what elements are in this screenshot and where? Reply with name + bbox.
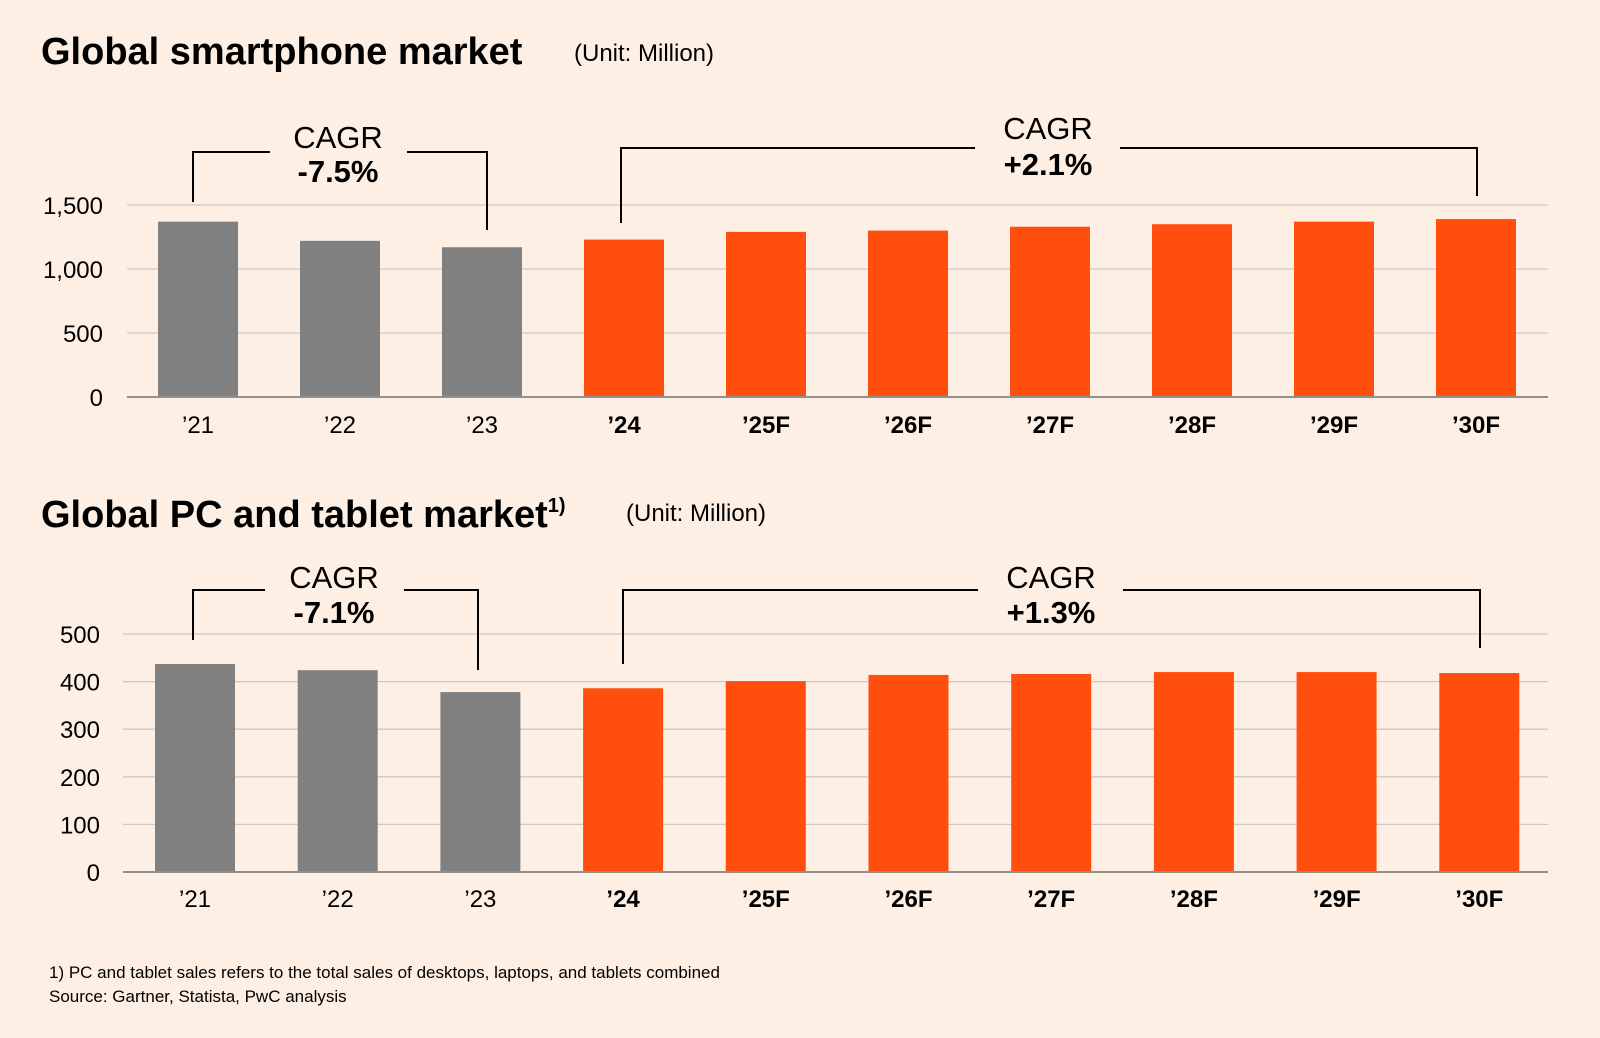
chart1-bar — [158, 221, 238, 397]
chart1-cagr-bracket — [620, 147, 975, 223]
chart1-cagr-value: +2.1% — [1004, 147, 1093, 182]
chart2-x-category-label: ’27F — [1027, 886, 1075, 913]
chart1-bar — [1010, 226, 1090, 397]
chart1-y-tick-label: 1,000 — [43, 257, 103, 284]
chart1-cagr-label: CAGR — [293, 120, 383, 155]
chart1-bar — [442, 247, 522, 397]
chart1-x-category-label: ’25F — [742, 412, 790, 439]
chart1-y-tick-label: 500 — [63, 321, 103, 348]
chart1-x-category-label: ’23 — [466, 412, 498, 439]
chart1-x-category-label: ’30F — [1452, 412, 1500, 439]
chart1-bar — [584, 239, 664, 397]
chart2-plot-area: 0 100 200 300 400 500 ’21 ’22 ’23 ’24 ’25F ’26F ’27F… — [60, 560, 1548, 913]
chart2-cagr-bracket — [1123, 589, 1481, 648]
chart2-bar — [1439, 673, 1520, 872]
chart2-y-tick-label: 400 — [60, 670, 100, 697]
chart2-cagr-value: -7.1% — [294, 595, 375, 630]
source-text: Source: Gartner, Statista, PwC analysis — [49, 987, 347, 1006]
chart2-x-category-label: ’28F — [1170, 886, 1218, 913]
chart2-title-text: Global PC and tablet market — [41, 494, 548, 536]
chart1-y-tick-label: 0 — [90, 385, 103, 412]
chart1-cagr-label: CAGR — [1003, 111, 1093, 146]
chart1-bar — [1152, 224, 1232, 397]
chart2-cagr-label: CAGR — [289, 560, 379, 595]
chart2-cagr-bracket — [404, 589, 479, 670]
chart1-x-category-label: ’27F — [1026, 412, 1074, 439]
chart1-cagr-bracket — [407, 151, 488, 230]
chart1-bar — [1436, 219, 1516, 397]
chart2-cagr-bracket — [192, 589, 265, 640]
chart2-y-tick-label: 500 — [60, 622, 100, 649]
chart1-plot-area: 0 500 1,000 1,500 ’21 ’22 ’23 ’24 ’25F ’26F ’27F ’2… — [43, 111, 1548, 439]
chart2-x-category-label: ’24 — [606, 886, 640, 913]
chart2-bar — [725, 681, 806, 872]
chart1-y-tick-label: 1,500 — [43, 193, 103, 220]
chart1-cagr-bracket — [1120, 147, 1478, 196]
chart2-title-superscript: 1) — [548, 495, 566, 517]
chart2-bar — [155, 663, 235, 872]
chart1-x-category-label: ’21 — [182, 412, 214, 439]
chart1-x-category-label: ’29F — [1310, 412, 1358, 439]
chart2-y-tick-label: 300 — [60, 717, 100, 744]
chart1-bar — [868, 230, 948, 397]
chart2-bar — [440, 692, 521, 872]
chart1-title: Global smartphone market — [41, 31, 523, 73]
chart2-bar — [1153, 672, 1234, 872]
footnote-text: 1) PC and tablet sales refers to the tot… — [49, 963, 720, 982]
chart1-bar — [726, 231, 806, 397]
chart2-x-category-label: ’23 — [464, 886, 496, 913]
chart2-y-tick-label: 0 — [87, 860, 100, 887]
chart1-x-category-label: ’24 — [607, 412, 641, 439]
chart2-x-category-label: ’25F — [742, 886, 790, 913]
chart2-bar — [1296, 672, 1377, 872]
chart1-cagr-bracket — [192, 151, 270, 202]
chart2-cagr-label: CAGR — [1006, 560, 1096, 595]
chart2-bar — [297, 670, 378, 872]
chart1-x-category-label: ’28F — [1168, 412, 1216, 439]
chart1-unit: (Unit: Million) — [574, 40, 714, 67]
chart1-cagr-value: -7.5% — [298, 154, 379, 189]
chart1-bar — [300, 240, 380, 397]
chart2-x-category-label: ’30F — [1455, 886, 1503, 913]
chart2-title: Global PC and tablet market1) — [41, 494, 566, 536]
chart2-cagr-value: +1.3% — [1007, 595, 1096, 630]
chart2-bar — [583, 688, 664, 872]
chart2-y-tick-label: 200 — [60, 765, 100, 792]
chart2-bar — [1011, 673, 1092, 872]
chart2-x-category-label: ’26F — [884, 886, 932, 913]
chart1-bar — [1294, 221, 1374, 397]
chart2-unit: (Unit: Million) — [626, 500, 766, 527]
chart2-bar — [868, 674, 949, 872]
chart2-x-category-label: ’29F — [1313, 886, 1361, 913]
chart2-x-category-label: ’21 — [179, 886, 211, 913]
chart2-cagr-bracket — [622, 589, 978, 664]
chart1-x-category-label: ’22 — [324, 412, 356, 439]
chart2-x-category-label: ’22 — [322, 886, 354, 913]
chart1-x-category-label: ’26F — [884, 412, 932, 439]
chart2-y-tick-label: 100 — [60, 812, 100, 839]
